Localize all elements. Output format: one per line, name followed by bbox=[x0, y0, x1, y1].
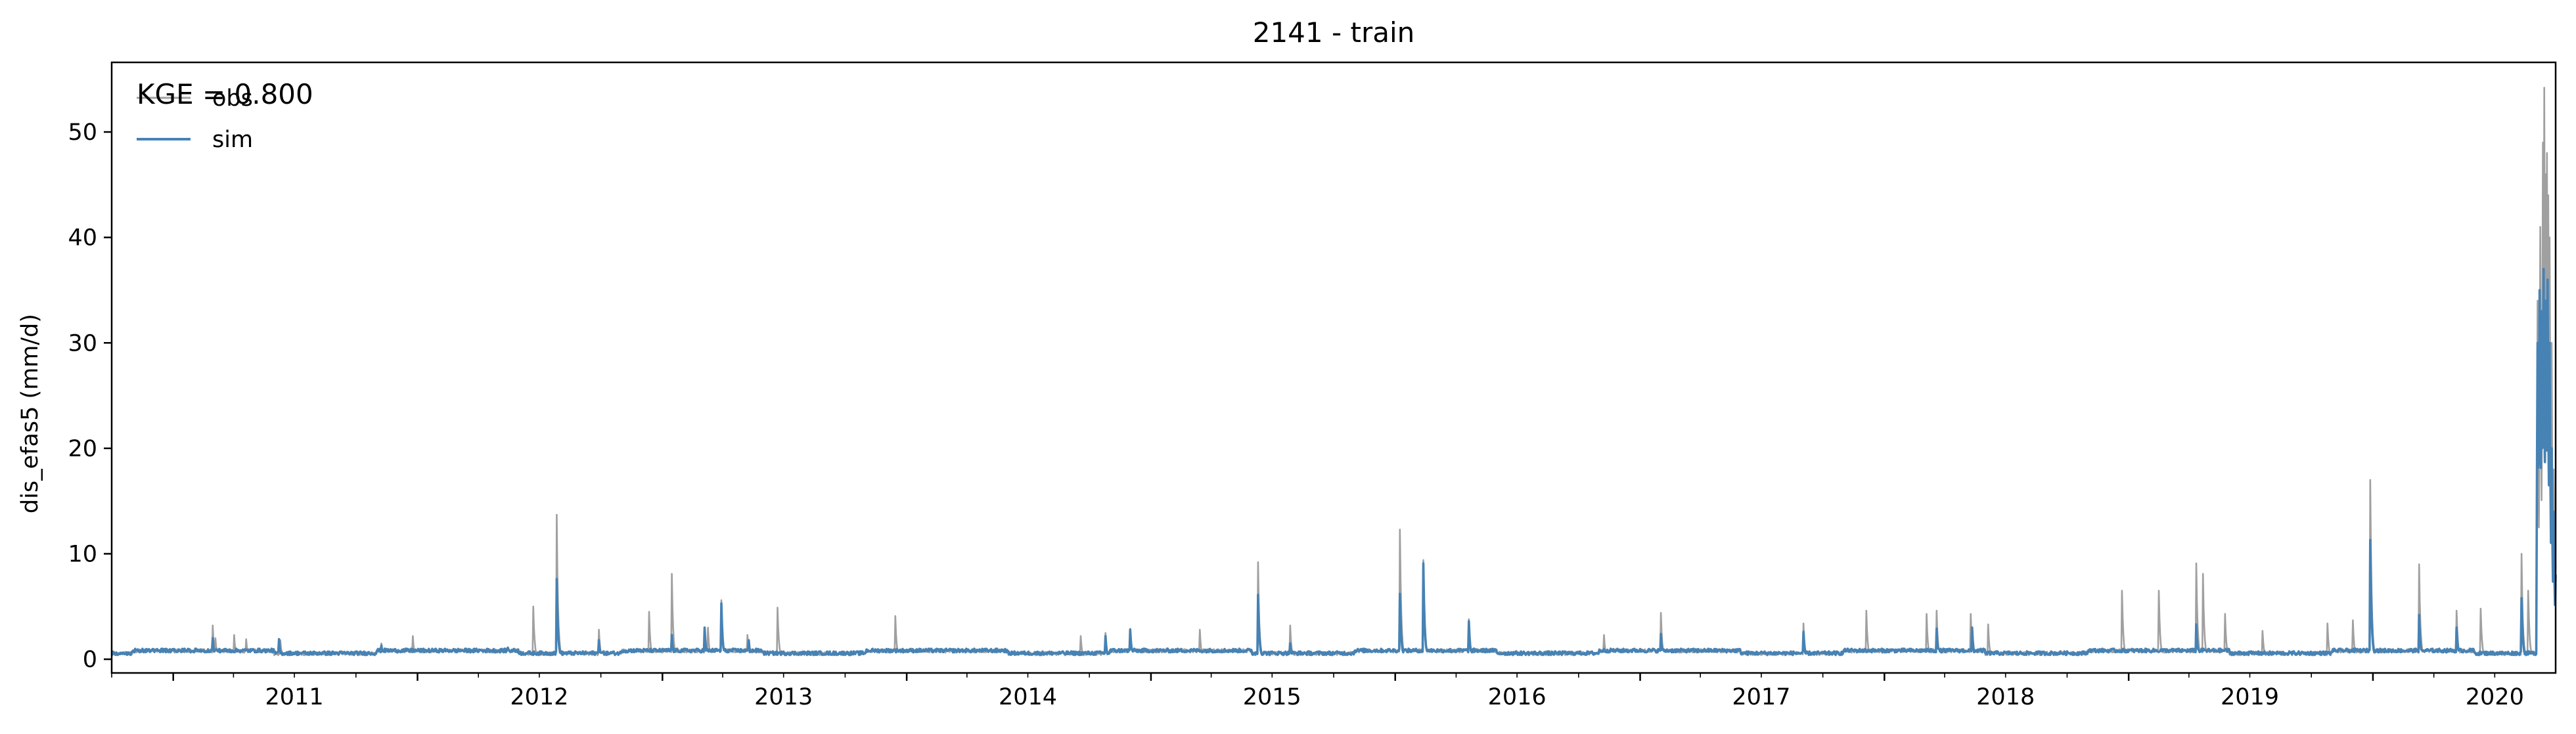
y-tick-label: 50 bbox=[68, 119, 97, 146]
chart-title: 2141 - train bbox=[1253, 16, 1415, 49]
x-tick-label: 2015 bbox=[1243, 684, 1301, 710]
y-tick-label: 10 bbox=[68, 541, 97, 567]
y-tick-label: 40 bbox=[68, 225, 97, 251]
x-tick-label: 2018 bbox=[1976, 684, 2035, 710]
series-sim-line bbox=[110, 268, 2557, 657]
axes: 0 10 20 30 40 50 2011 2012 2013 2014 2015 2016 2017 2… bbox=[68, 119, 2523, 710]
kge-annotation: KGE = 0.800 bbox=[137, 78, 313, 110]
plot-area bbox=[110, 87, 2557, 657]
x-tick-label: 2012 bbox=[510, 684, 568, 710]
x-tick-label: 2011 bbox=[265, 684, 324, 710]
legend-sim-label: sim bbox=[212, 127, 253, 153]
legend: obs sim bbox=[137, 85, 253, 153]
y-tick-label: 20 bbox=[68, 436, 97, 462]
x-tick-label: 2013 bbox=[754, 684, 813, 710]
legend-obs-label: obs bbox=[212, 85, 253, 112]
x-tick-label: 2017 bbox=[1732, 684, 1790, 710]
x-tick-label: 2014 bbox=[999, 684, 1057, 710]
x-tick-label: 2020 bbox=[2466, 684, 2524, 710]
x-tick-label: 2019 bbox=[2221, 684, 2279, 710]
y-axis-label: dis_efas5 (mm/d) bbox=[17, 314, 43, 513]
y-tick-label: 0 bbox=[83, 647, 97, 673]
x-tick-label: 2016 bbox=[1488, 684, 1547, 710]
y-tick-label: 30 bbox=[68, 330, 97, 356]
